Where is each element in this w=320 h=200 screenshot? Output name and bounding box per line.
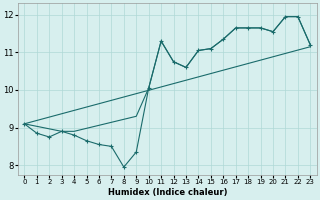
X-axis label: Humidex (Indice chaleur): Humidex (Indice chaleur) <box>108 188 227 197</box>
